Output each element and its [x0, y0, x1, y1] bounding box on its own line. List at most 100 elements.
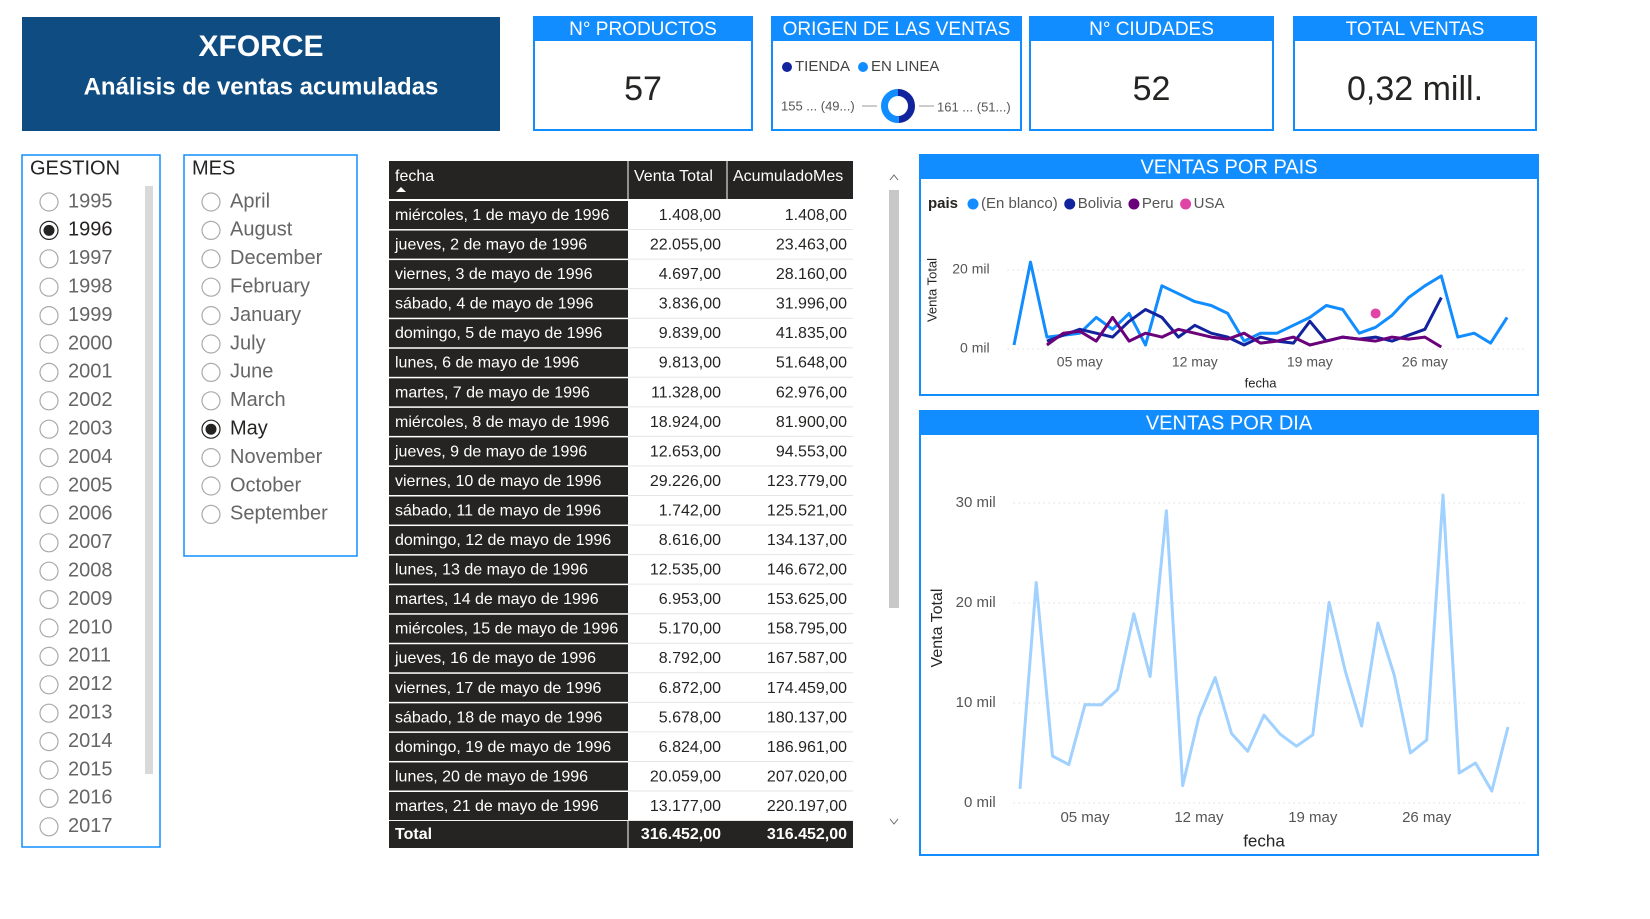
y-tick-label: 0 mil: [960, 340, 990, 356]
point: [1370, 308, 1381, 319]
column-header: AcumuladoMes: [733, 168, 843, 185]
radio[interactable]: [39, 646, 59, 667]
table-cell: 207.020,00: [767, 768, 847, 785]
header-subtitle: Análisis de ventas acumuladas: [84, 73, 439, 100]
table-cell: 81.900,00: [776, 414, 847, 431]
card-header: [772, 17, 1021, 41]
legend-label: TIENDA: [795, 58, 850, 75]
radio[interactable]: [39, 760, 59, 780]
radio[interactable]: [39, 448, 59, 468]
date-cell: [389, 348, 628, 377]
table-cell: 94.553,00: [776, 443, 847, 460]
radio[interactable]: [39, 476, 59, 496]
radio[interactable]: [201, 277, 221, 297]
radio[interactable]: [39, 362, 59, 382]
scroll-down[interactable]: [889, 818, 899, 825]
radio[interactable]: [39, 334, 59, 354]
legend-label: (En blanco): [981, 195, 1058, 212]
radio[interactable]: [39, 192, 59, 212]
radio[interactable]: [39, 391, 59, 411]
radio[interactable]: [201, 362, 221, 382]
slicer-item: May: [230, 417, 268, 439]
radio[interactable]: [39, 788, 59, 809]
radio[interactable]: [39, 817, 59, 837]
radio[interactable]: [201, 504, 221, 525]
table-cell: 13.177,00: [650, 798, 721, 815]
slicer-item: October: [230, 474, 301, 496]
radio[interactable]: [39, 731, 59, 752]
radio[interactable]: [201, 249, 221, 269]
scroll-up[interactable]: [889, 174, 899, 181]
table-cell: sábado, 18 de mayo de 1996: [395, 709, 602, 726]
card-header: [1294, 17, 1536, 41]
total-cell: Total: [395, 826, 432, 843]
radio[interactable]: [39, 618, 59, 638]
table-cell: domingo, 12 de mayo de 1996: [395, 532, 611, 549]
radio[interactable]: [39, 703, 59, 723]
date-cell: [389, 644, 628, 673]
line: [1018, 493, 1510, 793]
donut-segment: [881, 89, 900, 123]
table-cell: 8.792,00: [659, 650, 721, 667]
legend-label: Peru: [1142, 195, 1174, 212]
table-cell: 6.824,00: [659, 739, 721, 756]
radio[interactable]: [201, 192, 221, 212]
table-cell: 18.924,00: [650, 414, 721, 431]
chart-box: [919, 154, 1539, 396]
table-cell: 5.678,00: [659, 709, 721, 726]
radio[interactable]: [39, 306, 59, 326]
radio[interactable]: [39, 277, 59, 297]
table-cell: 31.996,00: [776, 296, 847, 313]
table-cell: 174.459,00: [767, 680, 847, 697]
radio[interactable]: [39, 533, 59, 553]
date-cell: [389, 466, 628, 495]
table-cell: 1.742,00: [659, 502, 721, 519]
slicer-item: 2000: [68, 332, 113, 354]
slicer-item: April: [230, 190, 270, 212]
date-cell: [389, 407, 628, 436]
slicer-title: GESTION: [30, 157, 120, 179]
radio[interactable]: [201, 334, 221, 354]
legend-label: Bolivia: [1078, 195, 1123, 212]
radio[interactable]: [39, 419, 59, 439]
slicer-item: 2001: [68, 361, 113, 383]
table-cell: miércoles, 8 de mayo de 1996: [395, 414, 609, 431]
table-cell: 23.463,00: [776, 237, 847, 254]
slicer-item: 2014: [68, 730, 113, 752]
header-title: XFORCE: [198, 30, 323, 63]
total-cell: 316.452,00: [641, 826, 721, 843]
radio-dot: [43, 224, 55, 236]
radio[interactable]: [201, 220, 221, 240]
radio[interactable]: [201, 391, 221, 411]
slicer-item: 2016: [68, 787, 113, 809]
table-cell: lunes, 6 de mayo de 1996: [395, 355, 579, 372]
radio[interactable]: [39, 589, 59, 610]
table-cell: 11.328,00: [651, 384, 721, 401]
legend-dot: [858, 62, 869, 72]
radio[interactable]: [201, 476, 221, 496]
x-tick-label: 19 may: [1288, 809, 1338, 826]
slicer-item: 1999: [68, 304, 113, 326]
radio[interactable]: [39, 561, 59, 581]
table-cell: 12.653,00: [650, 443, 721, 460]
radio[interactable]: [39, 504, 59, 525]
card-title: N° CIUDADES: [1089, 19, 1214, 40]
chart-header: [920, 411, 1538, 435]
card-value: 57: [624, 70, 662, 108]
y-tick-label: 0 mil: [964, 794, 996, 811]
radio[interactable]: [39, 675, 59, 695]
table-cell: 41.835,00: [776, 325, 847, 342]
slicer-item: August: [230, 219, 293, 241]
table-scrollbar[interactable]: [889, 190, 899, 608]
table-cell: 20.059,00: [650, 768, 721, 785]
radio[interactable]: [201, 448, 221, 468]
slicer-item: 2003: [68, 417, 113, 439]
x-tick-label: 12 may: [1174, 809, 1224, 826]
date-cell: [389, 585, 628, 614]
table-cell: sábado, 11 de mayo de 1996: [395, 502, 601, 519]
radio[interactable]: [201, 306, 221, 326]
legend-dot: [1128, 198, 1140, 210]
radio[interactable]: [39, 249, 59, 269]
table-cell: 3.836,00: [659, 296, 721, 313]
